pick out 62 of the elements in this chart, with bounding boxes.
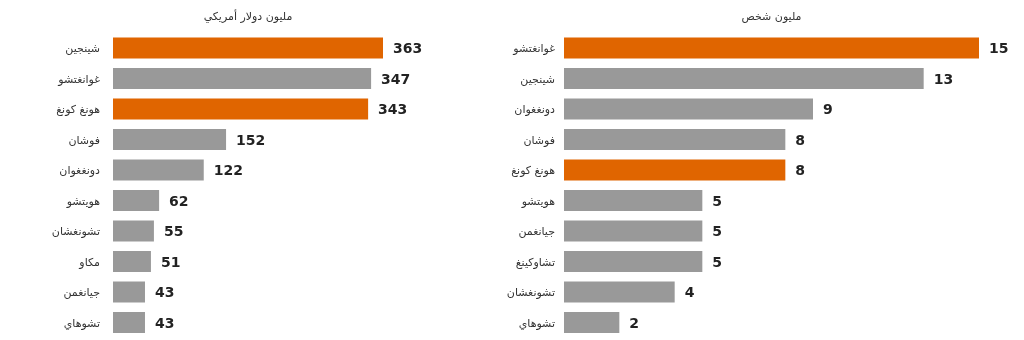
data-label: 55 (163, 223, 184, 239)
data-label: 8 (795, 131, 806, 148)
y-tick-label: جيانغمن (518, 225, 555, 238)
data-label: 62 (169, 192, 189, 209)
bar (564, 251, 703, 272)
bar (564, 190, 703, 211)
y-tick-label: دونغغوان (59, 164, 101, 177)
chart-title: مليون دولار أمريكي (203, 9, 293, 23)
y-tick-label: تشوهاي (518, 316, 555, 330)
bar (564, 220, 703, 242)
y-tick-label: غوانغتشو (57, 72, 101, 86)
data-label: 15 (989, 40, 1009, 56)
bar (564, 98, 813, 120)
chart-title: مليون شخص (741, 10, 802, 23)
y-tick-label: تشوهاي (63, 316, 100, 330)
data-label: 4 (684, 284, 695, 300)
y-tick-label: تشونغشان (51, 225, 100, 238)
data-label: 51 (160, 253, 181, 270)
bar (564, 68, 924, 89)
bar (113, 68, 372, 89)
data-label: 13 (933, 70, 954, 87)
data-label: 347 (381, 70, 411, 87)
bar (564, 312, 620, 333)
bar (564, 281, 675, 303)
bar (113, 98, 369, 120)
bar (113, 312, 145, 333)
data-label: 43 (154, 284, 175, 300)
data-label: 8 (795, 162, 806, 178)
y-tick-label: فوشان (68, 133, 100, 147)
data-label: 343 (378, 101, 408, 117)
y-tick-label: دونغغوان (514, 103, 556, 116)
y-tick-label: هويتشو (520, 194, 556, 208)
bar (564, 159, 786, 181)
y-tick-label: شينجين (520, 72, 555, 86)
data-label: 363 (393, 40, 423, 56)
data-label: 5 (712, 223, 723, 239)
y-tick-label: هويتشو (65, 194, 101, 208)
y-tick-label: غوانغتشو (512, 42, 556, 55)
y-tick-label: هونغ كونغ (56, 103, 101, 116)
y-tick-label: مكاو (78, 255, 101, 269)
bar (113, 37, 383, 59)
bar (113, 159, 204, 181)
data-label: 43 (154, 314, 175, 331)
y-tick-label: تشونغشان (506, 286, 555, 299)
data-label: 2 (629, 314, 640, 331)
bar (564, 37, 979, 59)
bar (113, 220, 154, 242)
bar (564, 129, 786, 150)
bar (113, 251, 151, 272)
data-label: 5 (712, 253, 723, 270)
data-label: 9 (823, 101, 833, 117)
y-tick-label: شينجين (65, 42, 100, 55)
bar (113, 129, 227, 150)
y-tick-label: تشاوكينغ (515, 255, 555, 269)
data-label: 152 (236, 131, 266, 148)
bar (113, 281, 145, 303)
bar (113, 190, 160, 211)
y-tick-label: فوشان (523, 133, 555, 147)
data-label: 122 (213, 162, 243, 178)
y-tick-label: هونغ كونغ (511, 164, 556, 177)
data-label: 5 (712, 192, 723, 209)
y-tick-label: جيانغمن (63, 286, 100, 299)
